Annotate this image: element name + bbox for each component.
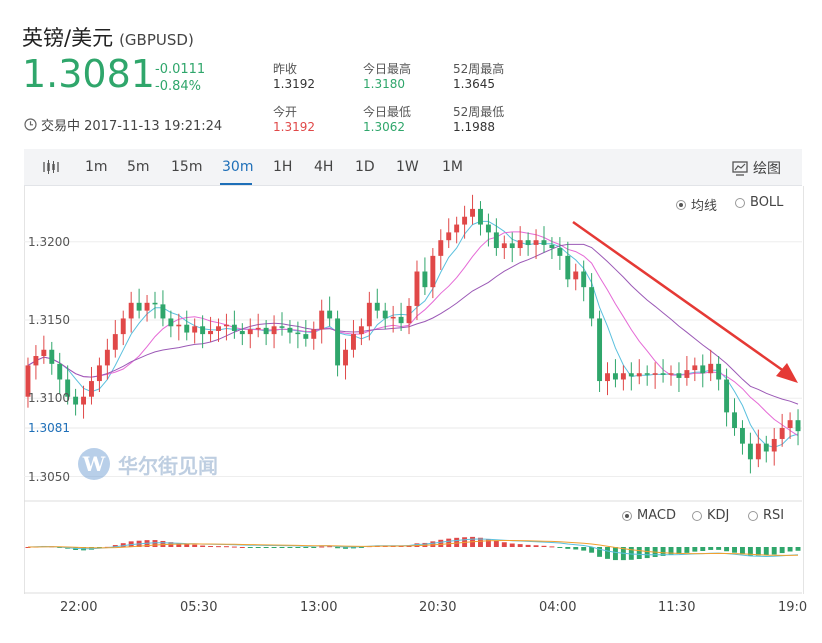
watermark-text: 华尔街见闻 [118,453,218,478]
candlestick-type-icon[interactable] [42,159,62,175]
instrument-code: (GBPUSD) [119,31,194,49]
chart-area[interactable] [24,186,804,594]
interval-tab-1H[interactable]: 1H [273,159,293,175]
clock-icon [24,118,37,131]
stat-value: 1.3192 [273,77,315,91]
interval-tab-30m[interactable]: 30m [222,159,254,175]
radio-icon [676,199,686,210]
toggle-macd[interactable]: MACD [622,508,676,523]
x-tick-label: 20:30 [419,600,457,615]
y-tick-label: 1.3050 [28,469,70,484]
toggle-均线[interactable]: 均线 [676,195,717,214]
x-tick-label: 13:00 [300,600,338,615]
x-tick-label: 22:00 [60,600,98,615]
radio-icon [748,510,758,521]
toggle-boll[interactable]: BOLL [735,195,783,210]
stat-label: 52周最低 [453,105,505,119]
stat-label: 昨收 [273,62,298,76]
stat-value: 1.3192 [273,120,315,134]
toggle-label: RSI [763,508,785,523]
last-price-axis-label: 1.3081 [28,421,70,435]
radio-icon [735,197,745,208]
interval-tab-15m[interactable]: 15m [171,159,203,175]
interval-tab-1M[interactable]: 1M [442,159,463,175]
stat-label: 今日最高 [363,62,412,76]
instrument-title: 英镑/美元 (GBPUSD) [22,22,194,52]
stat-label: 今日最低 [363,105,412,119]
y-tick-label: 1.3100 [28,391,70,406]
watermark-logo-icon: W [78,448,110,480]
y-tick-label: 1.3200 [28,234,70,249]
last-price: 1.3081 [22,52,155,96]
draw-tool-button[interactable]: 绘图 [732,158,781,178]
active-interval-underline [220,183,252,185]
stat-value: 1.3062 [363,120,405,134]
toggle-label: 均线 [691,199,718,214]
instrument-name: 英镑/美元 [22,26,114,50]
status-text: 交易中 2017-11-13 19:21:24 [41,119,223,134]
price-change: -0.0111 [155,62,206,77]
interval-tab-4H[interactable]: 4H [314,159,334,175]
stat-value: 1.1988 [453,120,495,134]
toggle-kdj[interactable]: KDJ [692,508,729,523]
price-change-pct: -0.84% [155,79,201,94]
x-tick-label: 05:30 [180,600,218,615]
toggle-rsi[interactable]: RSI [748,508,784,523]
toggle-label: BOLL [750,195,784,210]
x-tick-label: 04:00 [539,600,577,615]
stat-value: 1.3180 [363,77,405,91]
draw-chart-icon [732,160,748,176]
stat-value: 1.3645 [453,77,495,91]
interval-tab-1D[interactable]: 1D [355,159,375,175]
draw-tool-label: 绘图 [753,161,781,177]
watermark: W 华尔街见闻 [78,448,218,480]
trading-status: 交易中 2017-11-13 19:21:24 [24,115,222,134]
x-tick-label: 11:30 [658,600,696,615]
stat-label: 52周最高 [453,62,505,76]
stat-label: 今开 [273,105,298,119]
radio-icon [692,510,702,521]
x-tick-label: 19:0 [778,600,808,615]
interval-tab-1m[interactable]: 1m [85,159,108,175]
toggle-label: MACD [637,508,676,523]
y-tick-label: 1.3150 [28,313,70,328]
interval-tab-5m[interactable]: 5m [127,159,150,175]
toggle-label: KDJ [707,508,730,523]
chart-toolbar: 1m 5m 15m 30m 1H 4H 1D 1W 1M 绘图 [24,149,802,186]
interval-tab-1W[interactable]: 1W [396,159,419,175]
radio-icon [622,510,632,521]
